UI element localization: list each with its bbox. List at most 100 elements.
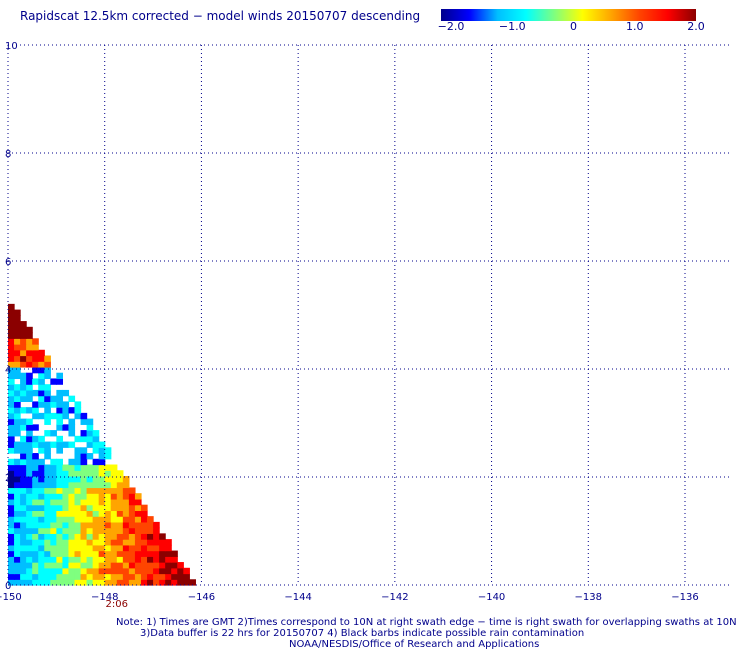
wind-cell xyxy=(74,464,82,471)
wind-cell xyxy=(26,573,33,580)
wind-cell xyxy=(50,562,57,569)
wind-cell xyxy=(38,355,45,362)
wind-cell xyxy=(14,539,21,546)
wind-cell xyxy=(56,521,64,529)
wind-cell xyxy=(62,464,70,471)
wind-cell xyxy=(74,527,82,534)
wind-cell xyxy=(92,430,100,437)
wind-cell xyxy=(80,481,88,489)
wind-cell xyxy=(26,435,33,443)
wind-cell xyxy=(32,458,39,466)
wind-cell xyxy=(110,533,118,540)
wind-cell xyxy=(122,510,130,517)
wind-cell xyxy=(153,533,160,540)
wind-cell xyxy=(80,573,88,580)
wind-cell xyxy=(122,475,130,483)
wind-cell xyxy=(98,453,106,460)
wind-cell xyxy=(147,533,154,540)
wind-cell xyxy=(14,447,21,454)
wind-cell xyxy=(128,573,136,580)
wind-cell xyxy=(8,372,15,380)
wind-cell xyxy=(8,332,15,339)
wind-cell xyxy=(56,562,64,569)
wind-cell xyxy=(122,521,130,529)
wind-cell xyxy=(98,579,106,586)
wind-cell xyxy=(38,475,45,483)
wind-cell xyxy=(44,527,51,534)
wind-cell xyxy=(62,521,70,529)
wind-cell xyxy=(104,527,112,534)
colorbar xyxy=(441,9,696,21)
wind-cell xyxy=(8,458,15,466)
wind-cell xyxy=(44,556,51,563)
wind-cell xyxy=(62,562,70,569)
wind-cell xyxy=(44,355,51,362)
wind-cell xyxy=(122,579,130,586)
wind-cell xyxy=(44,384,51,391)
wind-cell xyxy=(134,493,142,500)
wind-cell xyxy=(8,504,15,512)
wind-cell xyxy=(68,556,76,563)
wind-cell xyxy=(140,510,148,517)
wind-cell xyxy=(26,544,33,552)
wind-cell xyxy=(80,412,88,420)
wind-cell xyxy=(56,424,64,431)
wind-cell xyxy=(140,562,148,569)
wind-cell xyxy=(92,510,100,517)
wind-cell xyxy=(32,355,39,362)
wind-cell xyxy=(20,378,27,385)
wind-cell xyxy=(8,366,15,374)
wind-cell xyxy=(38,567,45,575)
wind-cell xyxy=(20,493,27,500)
wind-cell xyxy=(26,372,33,380)
wind-cell xyxy=(68,458,76,466)
wind-cell xyxy=(68,441,76,448)
wind-cell xyxy=(32,573,39,580)
wind-cell xyxy=(62,567,70,575)
wind-cell xyxy=(74,401,82,408)
wind-cell xyxy=(165,544,172,552)
wind-cell xyxy=(116,533,124,540)
longitude-tick-label: −146 xyxy=(188,592,215,603)
wind-cell xyxy=(140,556,148,563)
wind-cell xyxy=(177,573,184,580)
wind-cell xyxy=(26,567,33,575)
wind-cell xyxy=(62,573,70,580)
wind-cell xyxy=(14,389,21,397)
wind-cell xyxy=(38,378,45,385)
wind-cell xyxy=(44,441,51,448)
wind-cell xyxy=(38,372,45,380)
wind-cell xyxy=(14,418,21,425)
wind-cell xyxy=(44,475,51,483)
wind-cell xyxy=(104,539,112,546)
wind-cell xyxy=(86,533,94,540)
wind-cell xyxy=(116,567,124,575)
wind-cell xyxy=(86,481,94,489)
wind-cell xyxy=(20,344,27,351)
wind-cell xyxy=(86,516,94,523)
wind-cell xyxy=(140,516,148,523)
wind-cell xyxy=(38,470,45,477)
wind-cell xyxy=(62,539,70,546)
wind-cell xyxy=(50,401,57,408)
wind-cell xyxy=(153,567,160,575)
wind-cell xyxy=(171,562,178,569)
wind-cell xyxy=(14,407,21,414)
wind-cell xyxy=(80,458,88,466)
wind-cell xyxy=(153,562,160,569)
wind-cell xyxy=(165,550,172,557)
wind-cell xyxy=(8,401,15,408)
wind-cell xyxy=(38,544,45,552)
wind-cell xyxy=(14,349,21,357)
wind-cell xyxy=(14,481,21,489)
wind-cell xyxy=(14,527,21,534)
wind-cell xyxy=(128,562,136,569)
wind-cell xyxy=(153,544,160,552)
wind-cell xyxy=(134,498,142,506)
wind-cell xyxy=(20,321,27,328)
wind-cell xyxy=(20,521,27,529)
wind-cell xyxy=(104,533,112,540)
wind-cell xyxy=(128,521,136,529)
wind-cell xyxy=(128,567,136,575)
